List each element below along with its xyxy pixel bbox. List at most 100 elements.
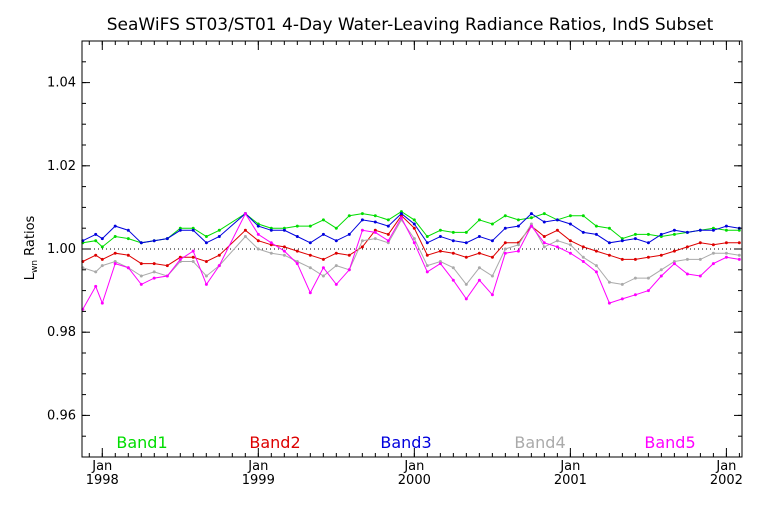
data-point — [334, 264, 338, 268]
data-point — [672, 260, 676, 263]
data-point — [282, 228, 286, 232]
data-point — [503, 251, 507, 255]
data-point — [633, 257, 637, 261]
data-point — [360, 212, 364, 216]
data-point — [282, 245, 286, 249]
y-axis-label-rest: Ratios — [23, 215, 38, 260]
data-point — [94, 232, 98, 236]
data-point — [607, 241, 611, 245]
x-tick-year: 2001 — [554, 473, 587, 488]
data-point — [308, 266, 312, 270]
data-point — [334, 239, 338, 243]
data-point — [152, 239, 156, 243]
data-point — [581, 230, 585, 234]
data-point — [295, 249, 299, 253]
data-point — [334, 282, 338, 286]
data-point — [282, 253, 286, 257]
data-point — [659, 274, 663, 278]
data-point — [555, 245, 559, 249]
data-point — [542, 212, 546, 216]
series-band3 — [81, 212, 741, 245]
data-point — [399, 216, 403, 220]
data-point — [139, 282, 143, 286]
data-point — [425, 270, 429, 274]
data-point — [347, 268, 351, 272]
data-point — [620, 282, 624, 286]
data-point — [94, 270, 98, 274]
series-band4 — [81, 218, 741, 286]
data-point — [308, 224, 312, 228]
data-point — [373, 214, 377, 218]
data-point — [698, 228, 702, 232]
data-point — [256, 232, 260, 236]
data-point — [438, 235, 442, 238]
data-point — [100, 245, 104, 249]
data-point — [94, 239, 98, 243]
data-point — [568, 222, 572, 226]
data-point — [204, 241, 208, 245]
data-point — [685, 257, 689, 261]
data-point — [672, 262, 676, 266]
y-tick-label: 1.04 — [47, 76, 76, 91]
data-point — [334, 226, 338, 230]
data-point — [256, 224, 260, 228]
x-tick-year: 1999 — [242, 473, 275, 488]
data-point — [542, 241, 546, 245]
data-point — [516, 243, 520, 247]
data-point — [698, 241, 702, 245]
data-point — [555, 228, 559, 232]
data-point — [503, 226, 507, 230]
data-point — [711, 228, 715, 232]
data-point — [490, 222, 494, 226]
x-tick-month: Jan — [559, 459, 580, 474]
data-point — [594, 270, 598, 274]
data-point — [594, 232, 598, 236]
data-point — [295, 235, 299, 238]
data-point — [620, 239, 624, 243]
data-point — [412, 241, 416, 245]
data-point — [646, 232, 650, 236]
data-point — [620, 237, 624, 241]
data-point — [308, 241, 312, 245]
data-point — [633, 276, 637, 280]
series-band2 — [81, 214, 741, 268]
data-point — [529, 224, 533, 228]
series-band5 — [81, 212, 741, 311]
data-point — [191, 228, 195, 232]
x-tick-month: Jan — [91, 459, 112, 474]
data-point — [308, 291, 312, 295]
data-point — [243, 235, 247, 238]
data-point — [633, 237, 637, 241]
data-point — [464, 297, 468, 301]
data-point — [100, 237, 104, 241]
data-point — [477, 278, 481, 282]
data-point — [568, 239, 572, 243]
data-point — [321, 218, 325, 222]
data-point — [113, 260, 117, 263]
data-point — [243, 212, 247, 216]
data-point — [386, 239, 390, 243]
data-point — [581, 245, 585, 249]
x-tick-year: 2000 — [398, 473, 431, 488]
data-point — [490, 293, 494, 297]
data-point — [607, 226, 611, 230]
data-point — [256, 247, 260, 251]
data-point — [282, 226, 286, 230]
data-point — [451, 239, 455, 243]
data-point — [412, 237, 416, 241]
data-point — [477, 251, 481, 255]
data-point — [659, 232, 663, 236]
data-point — [139, 241, 143, 245]
data-point — [659, 253, 663, 257]
data-point — [685, 245, 689, 249]
data-point — [438, 228, 442, 232]
data-point — [698, 274, 702, 278]
data-point — [165, 264, 169, 268]
data-point — [555, 218, 559, 222]
y-axis-label-sub: wn — [30, 260, 40, 273]
data-point — [178, 255, 182, 259]
data-point — [308, 253, 312, 257]
data-point — [178, 257, 182, 261]
chart-title: SeaWiFS ST03/ST01 4-Day Water-Leaving Ra… — [107, 15, 714, 35]
